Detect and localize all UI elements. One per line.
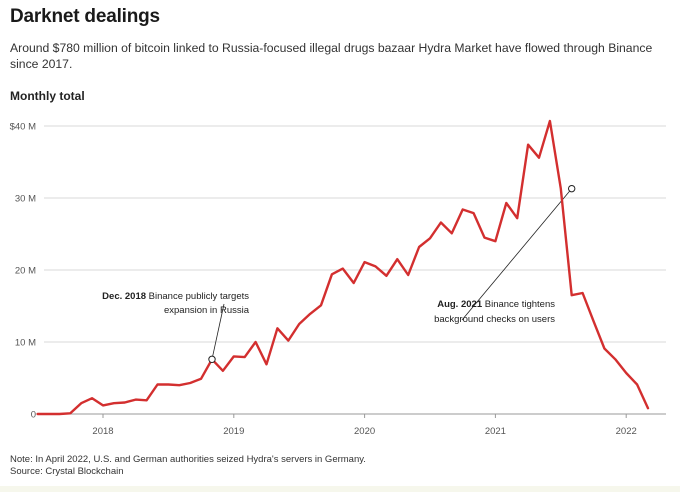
chart-subtitle: Around $780 million of bitcoin linked to… — [10, 41, 653, 71]
x-tick-label: 2021 — [485, 426, 506, 437]
bottom-strip — [0, 486, 680, 492]
y-tick-labels: 0 10 M 20 M 30 M $40 M — [10, 122, 36, 421]
line-chart: 010 M20 M30 M$40 M 2018 2019 2020 2021 2022 … — [10, 119, 666, 437]
y-tick-label: $40 M — [10, 122, 36, 133]
y-tick-label: 0 — [31, 410, 36, 421]
y-axis-label: Monthly total — [10, 89, 85, 103]
footnote-source: Source: Crystal Blockchain — [10, 466, 124, 477]
annotation-marker — [208, 355, 216, 363]
x-tick-label: 2019 — [223, 426, 244, 437]
footnote-note: Note: In April 2022, U.S. and German aut… — [10, 454, 366, 465]
gridlines — [44, 125, 666, 415]
annotation-text: Dec. 2018 Binance publicly targets — [102, 291, 249, 302]
x-tick-label: 2020 — [354, 426, 375, 437]
y-tick-label: 30 M — [15, 194, 36, 205]
annotation-markers — [208, 184, 576, 363]
annotation-leaders — [211, 188, 573, 360]
x-tick-label: 2022 — [616, 426, 637, 437]
x-tick-label: 2018 — [92, 426, 113, 437]
series-line — [36, 119, 650, 416]
chart-title: Darknet dealings — [10, 6, 160, 27]
y-tick-label: 10 M — [15, 338, 36, 349]
annotation-texts: Dec. 2018 Binance publicly targets expans… — [102, 291, 555, 325]
x-tick-labels: 2018 2019 2020 2021 2022 — [92, 414, 637, 437]
annotation-text: expansion in Russia — [164, 305, 250, 316]
annotation-text: background checks on users — [434, 314, 555, 325]
annotation-leader — [461, 188, 573, 321]
y-tick-label: 20 M — [15, 266, 36, 277]
annotation-marker — [568, 184, 576, 193]
footnote: Note: In April 2022, U.S. and German aut… — [10, 454, 366, 478]
annotation-leader — [211, 303, 225, 360]
annotation-text: Aug. 2021 Binance tightens — [437, 299, 555, 310]
